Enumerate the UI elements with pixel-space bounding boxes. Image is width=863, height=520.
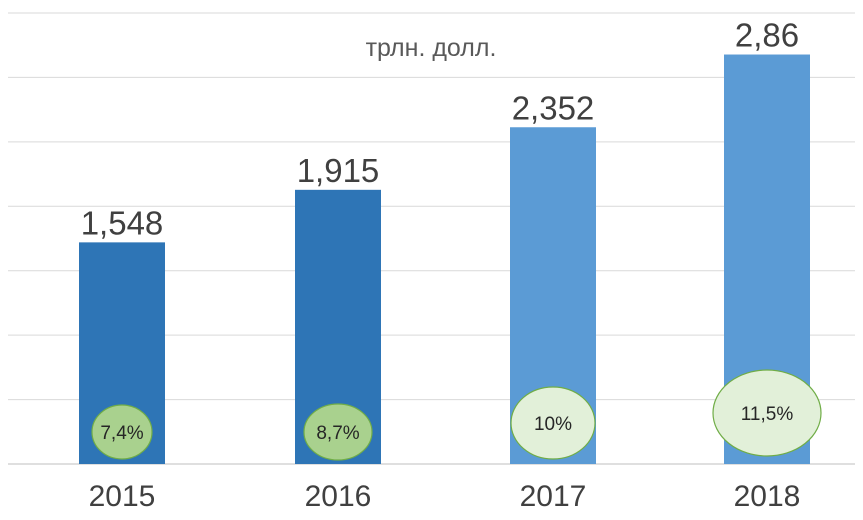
growth-badge-2016 (303, 403, 373, 461)
growth-label-2015: 7,4% (100, 423, 143, 444)
value-label-2018: 2,86 (735, 17, 799, 54)
growth-label-2018: 11,5% (741, 404, 794, 425)
growth-label-2016: 8,7% (316, 423, 359, 444)
x-tick-label-2016: 2016 (305, 480, 372, 513)
x-tick-label-2018: 2018 (734, 480, 801, 513)
value-label-2017: 2,352 (512, 89, 595, 126)
chart-title: трлн. долл. (366, 34, 497, 62)
growth-label-2017: 10% (534, 414, 572, 435)
growth-badge-2015 (91, 404, 153, 460)
value-label-2016: 1,915 (297, 152, 380, 189)
bars (79, 54, 810, 465)
value-label-2015: 1,548 (81, 204, 164, 241)
x-tick-label-2017: 2017 (520, 480, 587, 513)
x-tick-label-2015: 2015 (89, 480, 156, 513)
growth-badge-2018 (712, 369, 822, 457)
growth-badge-2017 (510, 386, 596, 460)
value-labels: 1,548 1,915 2,352 2,86 (81, 17, 799, 242)
x-axis: 2015 2016 2017 2018 (89, 480, 801, 513)
growth-badges: 7,4% 8,7% 10% 11,5% (91, 369, 822, 461)
